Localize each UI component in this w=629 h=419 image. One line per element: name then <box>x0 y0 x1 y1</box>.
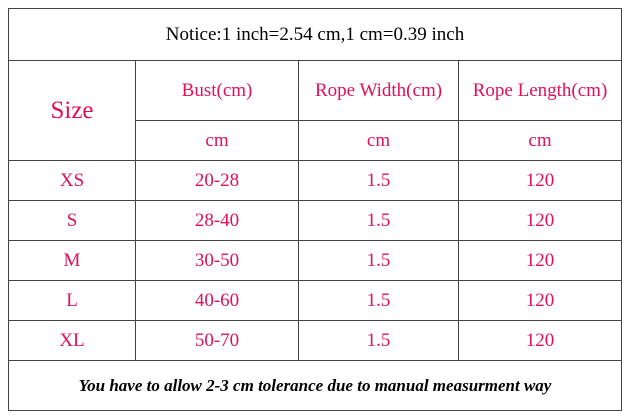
footer-note: You have to allow 2-3 cm tolerance due t… <box>7 360 623 411</box>
size-header: Size <box>8 60 136 161</box>
value-cell: 28-40 <box>135 200 299 241</box>
unit-cell: cm <box>135 120 299 161</box>
value-cell: 120 <box>457 160 623 201</box>
value-cell: 20-28 <box>135 160 299 201</box>
table-row: XL 50-70 1.5 120 <box>8 320 623 361</box>
value-cell: 1.5 <box>298 160 459 201</box>
value-cell: 120 <box>457 200 623 241</box>
size-table: Notice:1 inch=2.54 cm,1 cm=0.39 inch Siz… <box>7 8 623 411</box>
value-cell: 120 <box>457 320 623 361</box>
size-cell: L <box>8 280 136 321</box>
table-row: M 30-50 1.5 120 <box>8 240 623 281</box>
table-row: L 40-60 1.5 120 <box>8 280 623 321</box>
value-cell: 120 <box>457 280 623 321</box>
size-cell: S <box>8 200 136 241</box>
value-cell: 50-70 <box>135 320 299 361</box>
unit-cell: cm <box>457 120 623 161</box>
value-cell: 1.5 <box>298 200 459 241</box>
size-cell: XS <box>8 160 136 201</box>
column-header: Rope Length(cm) <box>457 60 623 121</box>
unit-cell: cm <box>298 120 459 161</box>
value-cell: 1.5 <box>298 280 459 321</box>
column-header: Rope Width(cm) <box>298 60 459 121</box>
value-cell: 30-50 <box>135 240 299 281</box>
value-cell: 40-60 <box>135 280 299 321</box>
value-cell: 1.5 <box>298 240 459 281</box>
table-row: XS 20-28 1.5 120 <box>8 160 623 201</box>
notice: Notice:1 inch=2.54 cm,1 cm=0.39 inch <box>7 8 623 61</box>
value-cell: 1.5 <box>298 320 459 361</box>
table-row: S 28-40 1.5 120 <box>8 200 623 241</box>
size-cell: M <box>8 240 136 281</box>
column-header: Bust(cm) <box>135 60 299 121</box>
value-cell: 120 <box>457 240 623 281</box>
size-cell: XL <box>8 320 136 361</box>
